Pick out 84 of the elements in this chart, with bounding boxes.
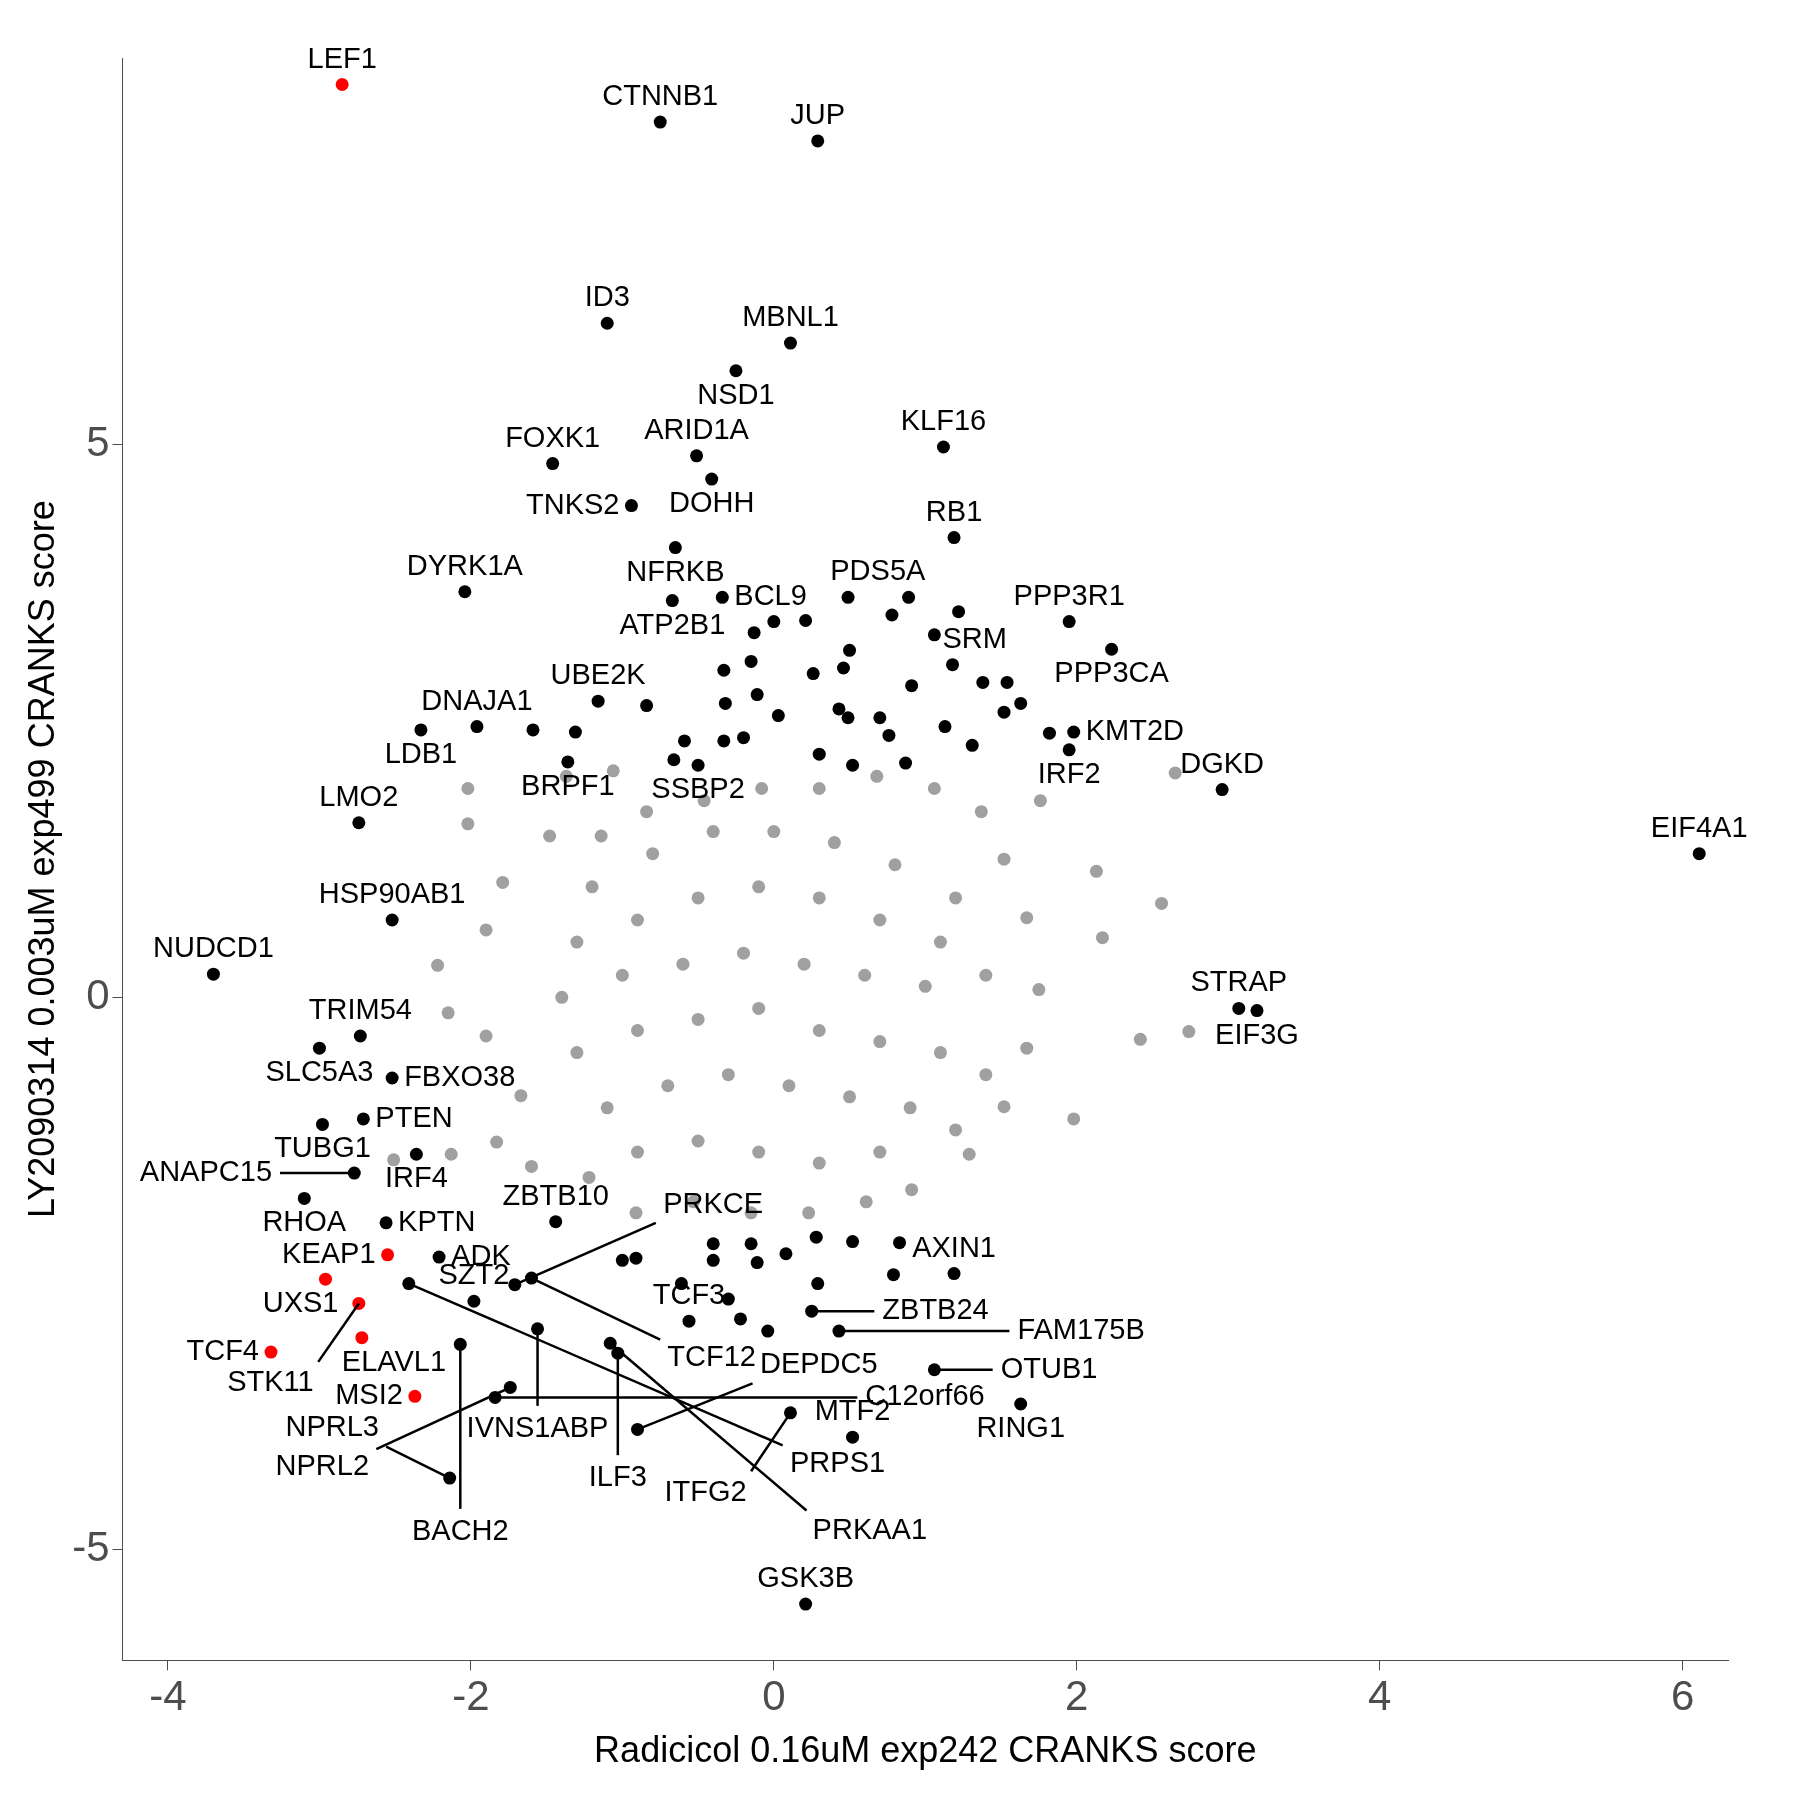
annotation: DEPDC5 (759, 1347, 878, 1380)
annotation: DOHH (669, 486, 755, 519)
annotation: LDB1 (384, 736, 458, 769)
annotation: ZBTB24 (882, 1293, 989, 1326)
annotation: AXIN1 (912, 1230, 996, 1263)
annotation: BACH2 (411, 1513, 509, 1546)
annotation: DNAJA1 (421, 683, 533, 716)
x-tick-label: -4 (149, 1672, 187, 1720)
annotation: MBNL1 (742, 300, 839, 333)
x-tick-label: -2 (452, 1672, 490, 1720)
annotation: LMO2 (319, 779, 399, 812)
point (335, 78, 349, 92)
annotation: KMT2D (1085, 714, 1184, 747)
annotation: BRPF1 (521, 768, 615, 801)
x-axis-title: Radicicol 0.16uM exp242 CRANKS score (594, 1729, 1257, 1771)
annotation: BCL9 (734, 579, 807, 612)
y-tick-label: 5 (86, 418, 110, 466)
annotation: MSI2 (335, 1378, 403, 1411)
annotation: PRKCE (663, 1186, 764, 1219)
x-tick-label: 4 (1367, 1672, 1392, 1720)
point (408, 1389, 422, 1403)
annotation: FOXK1 (505, 420, 601, 453)
annotation: PPP3R1 (1013, 578, 1125, 611)
x-tick-label: 0 (762, 1672, 786, 1720)
annotation: ZBTB10 (502, 1178, 609, 1211)
annotation: FBXO38 (404, 1060, 516, 1093)
point (381, 1248, 395, 1262)
annotation: TRIM54 (308, 993, 412, 1026)
annotation: ILF3 (588, 1460, 647, 1493)
annotation: CTNNB1 (602, 79, 719, 112)
annotation: RB1 (925, 494, 983, 527)
annotation: KEAP1 (282, 1236, 376, 1269)
annotation: UBE2K (550, 658, 647, 691)
annotation: DGKD (1180, 746, 1265, 779)
annotation: NFRKB (626, 554, 725, 587)
annotation: DYRK1A (406, 548, 524, 581)
y-tick-label: 0 (86, 970, 110, 1018)
annotation: IVNS1ABP (466, 1410, 609, 1443)
annotation: RING1 (976, 1411, 1066, 1444)
annotation: IRF4 (384, 1161, 448, 1194)
annotation: SLC5A3 (265, 1055, 374, 1088)
annotation: TCF12 (667, 1340, 757, 1373)
annotation: SRM (942, 621, 1007, 654)
annotation: ELAVL1 (341, 1344, 447, 1377)
annotation: KLF16 (900, 404, 987, 436)
annotation: TUBG1 (274, 1131, 371, 1164)
y-axis-title: LY2090314 0.003uM exp499 CRANKS score (20, 500, 62, 1219)
annotation: TCF4 (186, 1334, 259, 1367)
annotation: NPRL2 (275, 1449, 370, 1482)
annotation: TNKS2 (525, 487, 620, 520)
annotation: UXS1 (262, 1286, 339, 1319)
point (264, 1345, 278, 1359)
annotation: STK11 (227, 1365, 314, 1398)
annotation: ITFG2 (664, 1474, 747, 1507)
annotation: FAM175B (1017, 1313, 1145, 1346)
annotation: PTEN (375, 1100, 453, 1133)
annotation: ATP2B1 (619, 607, 726, 640)
annotation: NPRL3 (285, 1410, 379, 1443)
annotation: PDS5A (830, 554, 927, 587)
annotation: PPP3CA (1054, 656, 1170, 689)
annotation: IRF2 (1037, 756, 1101, 789)
annotation: HSP90AB1 (318, 876, 466, 909)
annotation: KPTN (398, 1204, 476, 1237)
annotation: ID3 (584, 280, 630, 313)
y-tick-label: -5 (72, 1523, 110, 1571)
annotation: ANAPC15 (139, 1155, 272, 1188)
annotation: PRKAA1 (812, 1512, 928, 1545)
annotation: NSD1 (697, 377, 775, 410)
point (355, 1331, 369, 1345)
annotation: JUP (790, 97, 846, 130)
annotation: GSK3B (757, 1561, 854, 1594)
annotation: SSBP2 (651, 772, 745, 805)
annotation: RHOA (262, 1205, 347, 1238)
annotation: LEF1 (307, 41, 377, 74)
annotation: PRPS1 (790, 1445, 886, 1478)
point (319, 1272, 332, 1286)
x-tick-label: 6 (1670, 1672, 1695, 1720)
annotation: STRAP (1190, 965, 1288, 998)
annotation: ARID1A (644, 412, 750, 445)
x-tick-label: 2 (1065, 1672, 1089, 1720)
annotation: NUDCD1 (153, 931, 274, 964)
annotation: EIF3G (1215, 1017, 1299, 1050)
annotation: OTUB1 (1000, 1351, 1098, 1384)
annotation: EIF4A1 (1650, 810, 1748, 843)
